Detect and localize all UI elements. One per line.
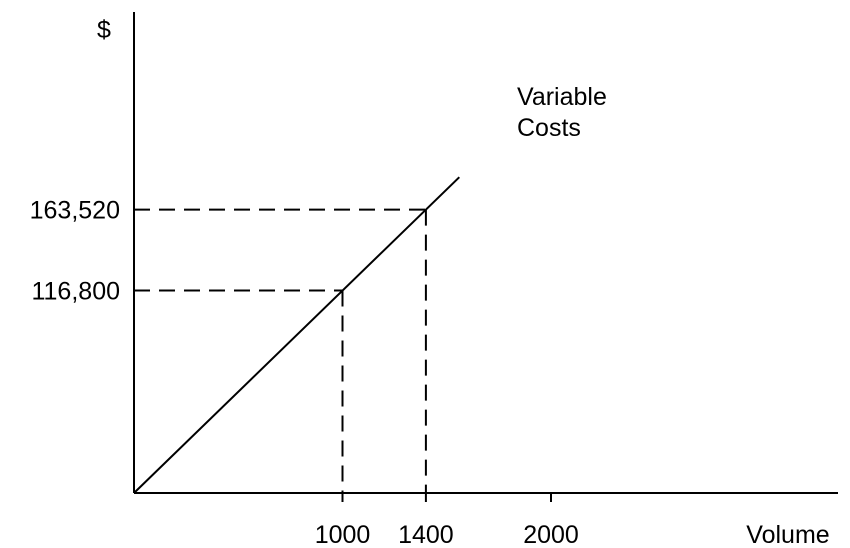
y-tick-label: 116,800	[31, 278, 120, 306]
x-tick-label: 1000	[315, 521, 371, 548]
x-tick-label: 2000	[523, 521, 579, 548]
y-tick-label: 163,520	[30, 197, 120, 225]
axes	[134, 12, 838, 493]
x-axis-label: Volume	[746, 521, 829, 548]
series-label: Variable Costs	[517, 83, 607, 142]
series-layer	[134, 177, 459, 493]
series-label-line-1: Costs	[517, 114, 581, 142]
series-label-line-0: Variable	[517, 83, 607, 111]
series-line-0	[134, 177, 459, 493]
y-axis-label: $	[97, 16, 111, 44]
tick-layer: 1000 1400 2000 116,800 163,520	[30, 197, 579, 548]
x-tick-label: 1400	[398, 521, 454, 548]
